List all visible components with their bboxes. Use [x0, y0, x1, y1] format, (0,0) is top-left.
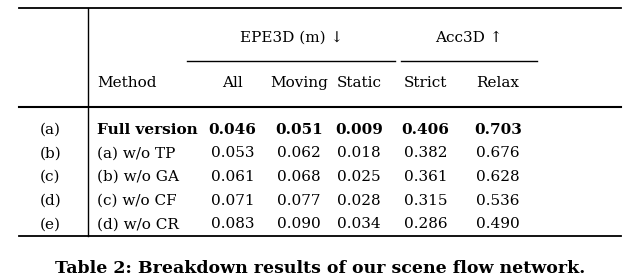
Text: (b) w/o GA: (b) w/o GA [97, 170, 179, 184]
Text: All: All [222, 76, 243, 90]
Text: 0.053: 0.053 [211, 146, 254, 160]
Text: 0.490: 0.490 [476, 217, 520, 231]
Text: Table 2: Breakdown results of our scene flow network.: Table 2: Breakdown results of our scene … [55, 260, 585, 277]
Text: 0.315: 0.315 [404, 194, 447, 208]
Text: 0.536: 0.536 [476, 194, 520, 208]
Text: Static: Static [337, 76, 381, 90]
Text: 0.034: 0.034 [337, 217, 381, 231]
Text: 0.361: 0.361 [404, 170, 447, 184]
Text: 0.061: 0.061 [211, 170, 255, 184]
Text: 0.046: 0.046 [209, 123, 257, 136]
Text: Full version: Full version [97, 123, 198, 136]
Text: 0.083: 0.083 [211, 217, 254, 231]
Text: 0.090: 0.090 [277, 217, 321, 231]
Text: 0.018: 0.018 [337, 146, 381, 160]
Text: Relax: Relax [476, 76, 520, 90]
Text: 0.628: 0.628 [476, 170, 520, 184]
Text: (c): (c) [40, 170, 60, 184]
Text: 0.382: 0.382 [404, 146, 447, 160]
Text: EPE3D (m) ↓: EPE3D (m) ↓ [240, 31, 343, 45]
Text: (d) w/o CR: (d) w/o CR [97, 217, 179, 231]
Text: (a) w/o TP: (a) w/o TP [97, 146, 175, 160]
Text: 0.051: 0.051 [275, 123, 323, 136]
Text: (e): (e) [40, 217, 61, 231]
Text: 0.068: 0.068 [277, 170, 321, 184]
Text: 0.406: 0.406 [401, 123, 449, 136]
Text: 0.077: 0.077 [277, 194, 321, 208]
Text: Method: Method [97, 76, 156, 90]
Text: 0.071: 0.071 [211, 194, 254, 208]
Text: (b): (b) [40, 146, 61, 160]
Text: 0.025: 0.025 [337, 170, 381, 184]
Text: (a): (a) [40, 123, 61, 136]
Text: 0.703: 0.703 [474, 123, 522, 136]
Text: 0.286: 0.286 [404, 217, 447, 231]
Text: 0.062: 0.062 [277, 146, 321, 160]
Text: 0.028: 0.028 [337, 194, 381, 208]
Text: 0.676: 0.676 [476, 146, 520, 160]
Text: (d): (d) [40, 194, 61, 208]
Text: Strict: Strict [404, 76, 447, 90]
Text: (c) w/o CF: (c) w/o CF [97, 194, 177, 208]
Text: Moving: Moving [270, 76, 328, 90]
Text: Acc3D ↑: Acc3D ↑ [435, 31, 503, 45]
Text: 0.009: 0.009 [335, 123, 383, 136]
